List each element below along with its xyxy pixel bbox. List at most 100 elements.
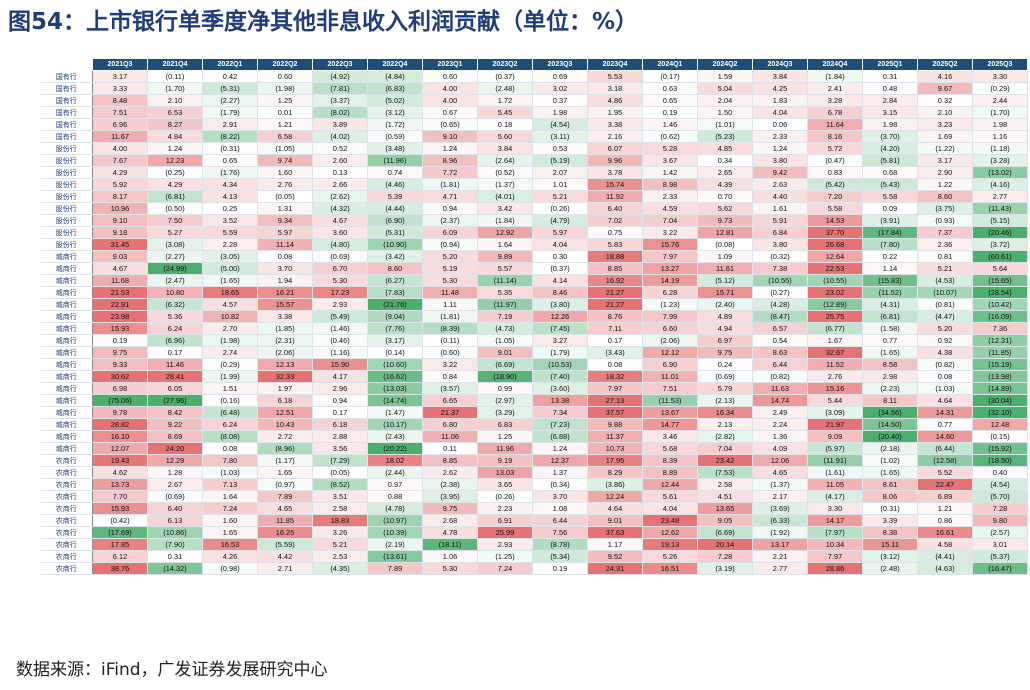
heatmap-cell: 0.69 (532, 70, 588, 83)
heatmap-cell: (4.44) (367, 202, 423, 215)
heatmap-cell: 0.63 (642, 82, 698, 95)
heatmap-cell: 5.60 (477, 130, 533, 143)
heatmap-cell: 5.44 (807, 394, 863, 407)
heatmap-cell: 15.93 (92, 322, 148, 335)
heatmap-cell: 15.11 (862, 538, 918, 551)
heatmap-cell: 12.24 (587, 490, 643, 503)
heatmap-cell: 0.53 (532, 142, 588, 155)
heatmap-cell: (11.96) (367, 154, 423, 167)
heatmap-cell: 2.76 (257, 178, 313, 191)
heatmap-cell: 11.63 (752, 382, 808, 395)
heatmap-cell: (11.85) (972, 346, 1028, 359)
heatmap-cell: 13.17 (752, 538, 808, 551)
row-label: 城商行 (40, 274, 93, 287)
heatmap-cell: 3.70 (257, 262, 313, 275)
heatmap-cell: (1.72) (367, 118, 423, 131)
heatmap-cell: 5.21 (312, 538, 368, 551)
heatmap-cell: (1.99) (202, 370, 258, 383)
heatmap-cell: 5.97 (532, 226, 588, 239)
heatmap-cell: (0.47) (807, 154, 863, 167)
heatmap-cell: 3.01 (972, 538, 1028, 551)
heatmap-cell: 0.34 (697, 154, 753, 167)
heatmap-cell: 3.89 (312, 118, 368, 131)
heatmap-cell: 3.33 (92, 82, 148, 95)
heatmap-cell: 7.50 (147, 214, 203, 227)
heatmap-cell: 1.24 (752, 142, 808, 155)
heatmap-cell: 2.13 (697, 418, 753, 431)
row-label: 农商行 (40, 490, 93, 503)
heatmap-cell: (6.81) (862, 310, 918, 323)
heatmap-cell: (2.38) (422, 478, 478, 491)
heatmap-cell: 8.69 (147, 430, 203, 443)
heatmap-cell: 0.75 (587, 226, 643, 239)
heatmap-cell: 0.52 (312, 142, 368, 155)
heatmap-cell: 6.09 (422, 226, 478, 239)
heatmap-cell: 22.91 (92, 298, 148, 311)
heatmap-cell: 12.64 (807, 250, 863, 263)
chart-title: 图54：上市银行单季度净其他非息收入利润贡献（单位：%） (8, 9, 639, 35)
heatmap-cell: 10.73 (587, 442, 643, 455)
heatmap-cell: 4.85 (697, 142, 753, 155)
heatmap-cell: (15.83) (862, 274, 918, 287)
column-header: 2023Q4 (587, 58, 643, 71)
heatmap-cell: 3.51 (312, 490, 368, 503)
heatmap-cell: (0.16) (202, 394, 258, 407)
heatmap-cell: 11.01 (642, 370, 698, 383)
heatmap-cell: (13.02) (972, 166, 1028, 179)
heatmap-cell: 5.59 (202, 226, 258, 239)
column-header: 2025Q2 (917, 58, 973, 71)
heatmap-cell: 6.24 (147, 322, 203, 335)
heatmap-cell: 4.13 (202, 190, 258, 203)
heatmap-cell: 28.86 (807, 562, 863, 575)
heatmap-cell: 5.19 (422, 262, 478, 275)
heatmap-cell: 30.62 (92, 370, 148, 383)
heatmap-cell: (6.32) (147, 298, 203, 311)
heatmap-cell: 7.80 (202, 454, 258, 467)
heatmap-cell: 16.34 (697, 406, 753, 419)
heatmap-cell: 3.23 (917, 118, 973, 131)
heatmap-cell: 0.88 (367, 490, 423, 503)
table-row: 国有行 8.48 2.10 (2.27) 1.25 (3.37) (5.02) 4.00 1.7… (40, 94, 1028, 107)
heatmap-cell: 7.72 (422, 166, 478, 179)
heatmap-cell: (18.11) (422, 538, 478, 551)
row-label: 城商行 (40, 394, 93, 407)
heatmap-cell: 2.76 (807, 370, 863, 383)
heatmap-cell: 3.02 (532, 82, 588, 95)
heatmap-cell: 7.38 (752, 262, 808, 275)
heatmap-cell: (28.54) (972, 286, 1028, 299)
heatmap-cell: 1.24 (147, 142, 203, 155)
heatmap-cell: 4.78 (422, 526, 478, 539)
row-label: 股份行 (40, 238, 93, 251)
heatmap-cell: 1.11 (422, 298, 478, 311)
heatmap-cell: 1.65 (202, 526, 258, 539)
heatmap-cell: 2.24 (752, 418, 808, 431)
heatmap-cell: (13.98) (972, 370, 1028, 383)
heatmap-cell: (6.90) (367, 214, 423, 227)
heatmap-cell: 9.96 (587, 154, 643, 167)
heatmap-cell: 0.77 (917, 418, 973, 431)
table-row: 国有行 11.67 4.84 (8.22) 6.58 (4.02) (0.59) 9.10 5.… (40, 130, 1028, 143)
heatmap-cell: 4.00 (422, 82, 478, 95)
heatmap-cell: 3.38 (587, 118, 643, 131)
heatmap-cell: (8.39) (422, 322, 478, 335)
heatmap-cell: 19.43 (92, 454, 148, 467)
heatmap-cell: 11.92 (587, 190, 643, 203)
heatmap-cell: (1.37) (477, 178, 533, 191)
heatmap-cell: 12.81 (697, 226, 753, 239)
heatmap-cell: 2.10 (147, 94, 203, 107)
heatmap-cell: 24.31 (587, 562, 643, 575)
heatmap-cell: (4.32) (312, 202, 368, 215)
heatmap-cell: 21.37 (422, 406, 478, 419)
heatmap-cell: 4.26 (202, 550, 258, 563)
heatmap-cell: 17.23 (312, 286, 368, 299)
heatmap-cell: (4.53) (917, 274, 973, 287)
heatmap-cell: 1.08 (532, 502, 588, 515)
heatmap-cell: (1.81) (422, 310, 478, 323)
heatmap-cell: (3.70) (862, 130, 918, 143)
heatmap-cell: (0.31) (862, 502, 918, 515)
heatmap-cell: (2.47) (147, 274, 203, 287)
row-label: 城商行 (40, 334, 93, 347)
table-row: 城商行 15.93 6.24 2.70 (1.85) (1.46) (7.76) (8.39)… (40, 322, 1028, 335)
heatmap-cell: 0.11 (422, 442, 478, 455)
heatmap-cell: (5.42) (807, 178, 863, 191)
